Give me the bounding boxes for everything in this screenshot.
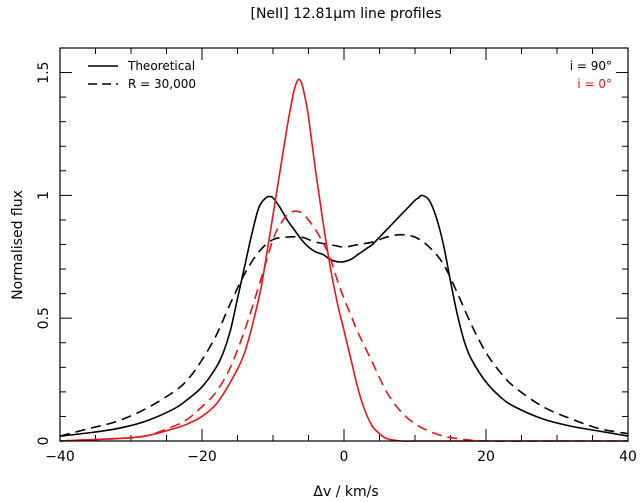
tick-labels: −40 −20 0 20 40 0 0.5 1 1.5 <box>36 61 637 465</box>
plot-frame <box>59 47 629 442</box>
y-tick-label: 1 <box>36 191 52 200</box>
series-line-dashed-red <box>59 210 628 442</box>
x-tick-label: 40 <box>619 449 637 465</box>
annotation-i-0: i = 0° <box>577 77 612 91</box>
x-tick-label: 20 <box>477 449 495 465</box>
x-axis-label: Δv / km/s <box>313 484 378 500</box>
x-tick-label: 0 <box>340 449 349 465</box>
legend-entry-resolution: R = 30,000 <box>128 77 196 91</box>
plot-series <box>59 78 629 442</box>
series-line-solid-red <box>59 78 628 442</box>
y-tick-label: 1.5 <box>36 61 52 83</box>
x-tick-label: −40 <box>45 449 75 465</box>
x-tick-label: −20 <box>187 449 217 465</box>
series-line-dashed-black <box>59 233 629 437</box>
axis-ticks <box>59 47 629 442</box>
legend-entry-theoretical: Theoretical <box>127 59 195 73</box>
series-line-solid-black <box>59 194 629 437</box>
legend: Theoretical R = 30,000 <box>88 59 196 91</box>
y-tick-label: 0 <box>36 437 52 446</box>
chart-title: [NeII] 12.81μm line profiles <box>250 6 441 22</box>
y-axis-label: Normalised flux <box>10 190 26 300</box>
annotation-i-90: i = 90° <box>570 59 612 73</box>
y-tick-label: 0.5 <box>36 307 52 329</box>
